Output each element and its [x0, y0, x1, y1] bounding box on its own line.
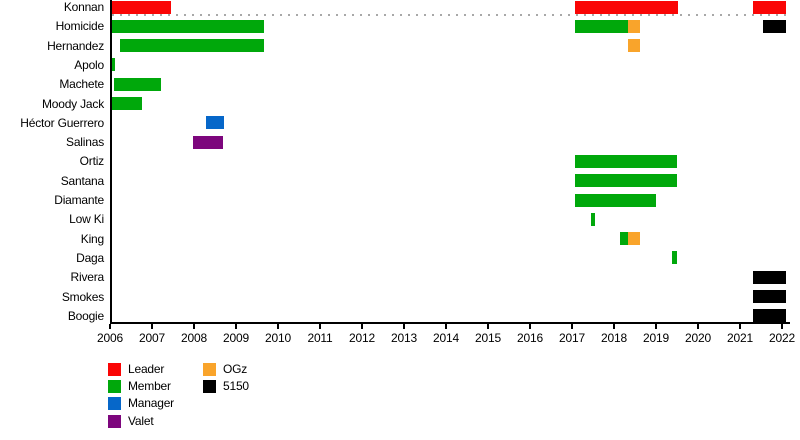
axis-tick	[739, 324, 741, 329]
axis-tick	[571, 324, 573, 329]
axis-tick-label: 2013	[391, 331, 417, 345]
axis-tick-label: 2014	[433, 331, 459, 345]
legend-swatch	[108, 397, 121, 411]
axis-baseline	[110, 322, 791, 324]
legend-label: OGz	[223, 362, 248, 376]
timeline-bar-ogz	[627, 19, 641, 33]
row-label-rivera: Rivera	[70, 270, 105, 285]
timeline-bar-member	[574, 19, 628, 33]
legend-label: Member	[128, 379, 171, 394]
row-label-ortiz: Ortiz	[79, 154, 105, 169]
timeline-bar-ogz	[627, 232, 641, 246]
timeline-bar-5150	[753, 270, 787, 284]
timeline-bar-member	[574, 154, 677, 168]
axis-tick	[277, 324, 279, 329]
timeline-bar-member	[114, 77, 161, 91]
axis-tick-label: 2017	[559, 331, 585, 345]
axis-tick	[403, 324, 405, 329]
timeline-bar-member	[112, 97, 142, 110]
axis-tick-label: 2010	[265, 331, 291, 345]
row-label-hernandez: Hernandez	[47, 38, 104, 53]
axis-tick	[109, 324, 111, 329]
timeline-bar-valet	[193, 135, 223, 149]
legend-swatch	[203, 363, 216, 376]
axis-tick	[655, 324, 657, 329]
timeline-bar-manager	[206, 116, 224, 130]
legend-label: Leader	[128, 362, 165, 376]
axis-tick	[781, 324, 783, 329]
axis-tick	[529, 324, 531, 329]
axis-tick-label: 2019	[643, 331, 669, 345]
axis-tick-label: 2006	[97, 331, 123, 345]
row-label-moody-jack: Moody Jack	[41, 96, 104, 111]
row-label-boogie: Boogie	[67, 308, 104, 323]
axis-tick-label: 2012	[349, 331, 375, 345]
row-label-king: King	[80, 231, 104, 246]
timeline-bar-leader	[110, 0, 171, 14]
axis-left-spine	[110, 0, 112, 324]
timeline-bar-5150	[753, 290, 787, 303]
row-label-machete: Machete	[59, 77, 104, 92]
row-label-apolo: Apolo	[74, 57, 104, 72]
timeline-bar-leader	[574, 0, 678, 14]
row-label-daga: Daga	[76, 250, 104, 265]
axis-tick-label: 2021	[727, 331, 753, 345]
row-label-salinas: Salinas	[66, 135, 104, 150]
axis-tick-label: 2016	[517, 331, 543, 345]
timeline-bar-member	[110, 58, 116, 72]
axis-tick	[319, 324, 321, 329]
timeline-bar-member	[574, 193, 656, 207]
timeline-bar-5150	[763, 19, 787, 33]
timeline-bar-5150	[753, 309, 787, 323]
timeline-bar-member	[120, 39, 265, 53]
axis-tick-label: 2008	[181, 331, 207, 345]
legend-label: Valet	[128, 413, 154, 428]
axis-tick-label: 2020	[685, 331, 711, 345]
timeline-bar-member	[671, 251, 677, 265]
legend-swatch	[108, 380, 121, 394]
axis-tick	[361, 324, 363, 329]
legend-label: 5150	[223, 379, 249, 394]
row-label-homicide: Homicide	[55, 19, 105, 34]
legend-label: Manager	[128, 396, 174, 411]
row-label-he-ctor-guerrero: Héctor Guerrero	[20, 115, 104, 130]
axis-tick	[193, 324, 195, 329]
legend-swatch	[203, 380, 216, 394]
timeline-bar-member	[590, 212, 596, 226]
axis-tick-label: 2009	[223, 331, 249, 345]
row-label-low-ki: Low Ki	[69, 212, 104, 227]
row-label-konnan: Konnan	[63, 0, 104, 14]
axis-tick	[613, 324, 615, 329]
axis-tick-label: 2015	[475, 331, 501, 345]
axis-tick-label: 2011	[307, 331, 333, 345]
row-label-diamante: Diamante	[54, 193, 104, 207]
axis-tick	[235, 324, 237, 329]
axis-tick-label: 2007	[139, 331, 165, 345]
dotted-separator-line	[112, 14, 789, 16]
timeline-bar-member	[574, 174, 677, 188]
legend-swatch	[108, 363, 121, 376]
timeline-bar-leader	[753, 0, 787, 14]
axis-tick-label: 2018	[601, 331, 627, 345]
timeline-bar-member	[110, 19, 265, 33]
legend-swatch	[108, 414, 121, 428]
timeline-bar-ogz	[627, 39, 641, 53]
axis-tick	[445, 324, 447, 329]
axis-tick	[697, 324, 699, 329]
axis-tick-label: 2022	[769, 331, 795, 345]
row-label-smokes: Smokes	[61, 289, 104, 304]
row-label-santana: Santana	[60, 173, 105, 188]
axis-tick	[151, 324, 153, 329]
timeline-bar-member	[619, 232, 628, 246]
axis-tick	[487, 324, 489, 329]
